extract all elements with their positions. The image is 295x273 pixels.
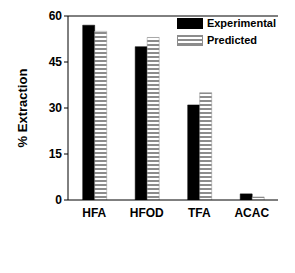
svg-text:TFA: TFA <box>188 206 211 220</box>
svg-text:60: 60 <box>49 9 63 23</box>
svg-text:HFOD: HFOD <box>130 206 164 220</box>
svg-text:45: 45 <box>49 55 63 69</box>
svg-text:ACAC: ACAC <box>234 206 269 220</box>
html-text:Predicted: Predicted <box>206 34 257 46</box>
svg-text:15: 15 <box>49 147 63 161</box>
svg-text:30: 30 <box>49 101 63 115</box>
svg-text:% Extraction: % Extraction <box>15 69 30 148</box>
html-text:Experimental: Experimental <box>206 17 276 29</box>
svg-text:HFA: HFA <box>82 206 106 220</box>
svg-text:0: 0 <box>55 193 62 207</box>
